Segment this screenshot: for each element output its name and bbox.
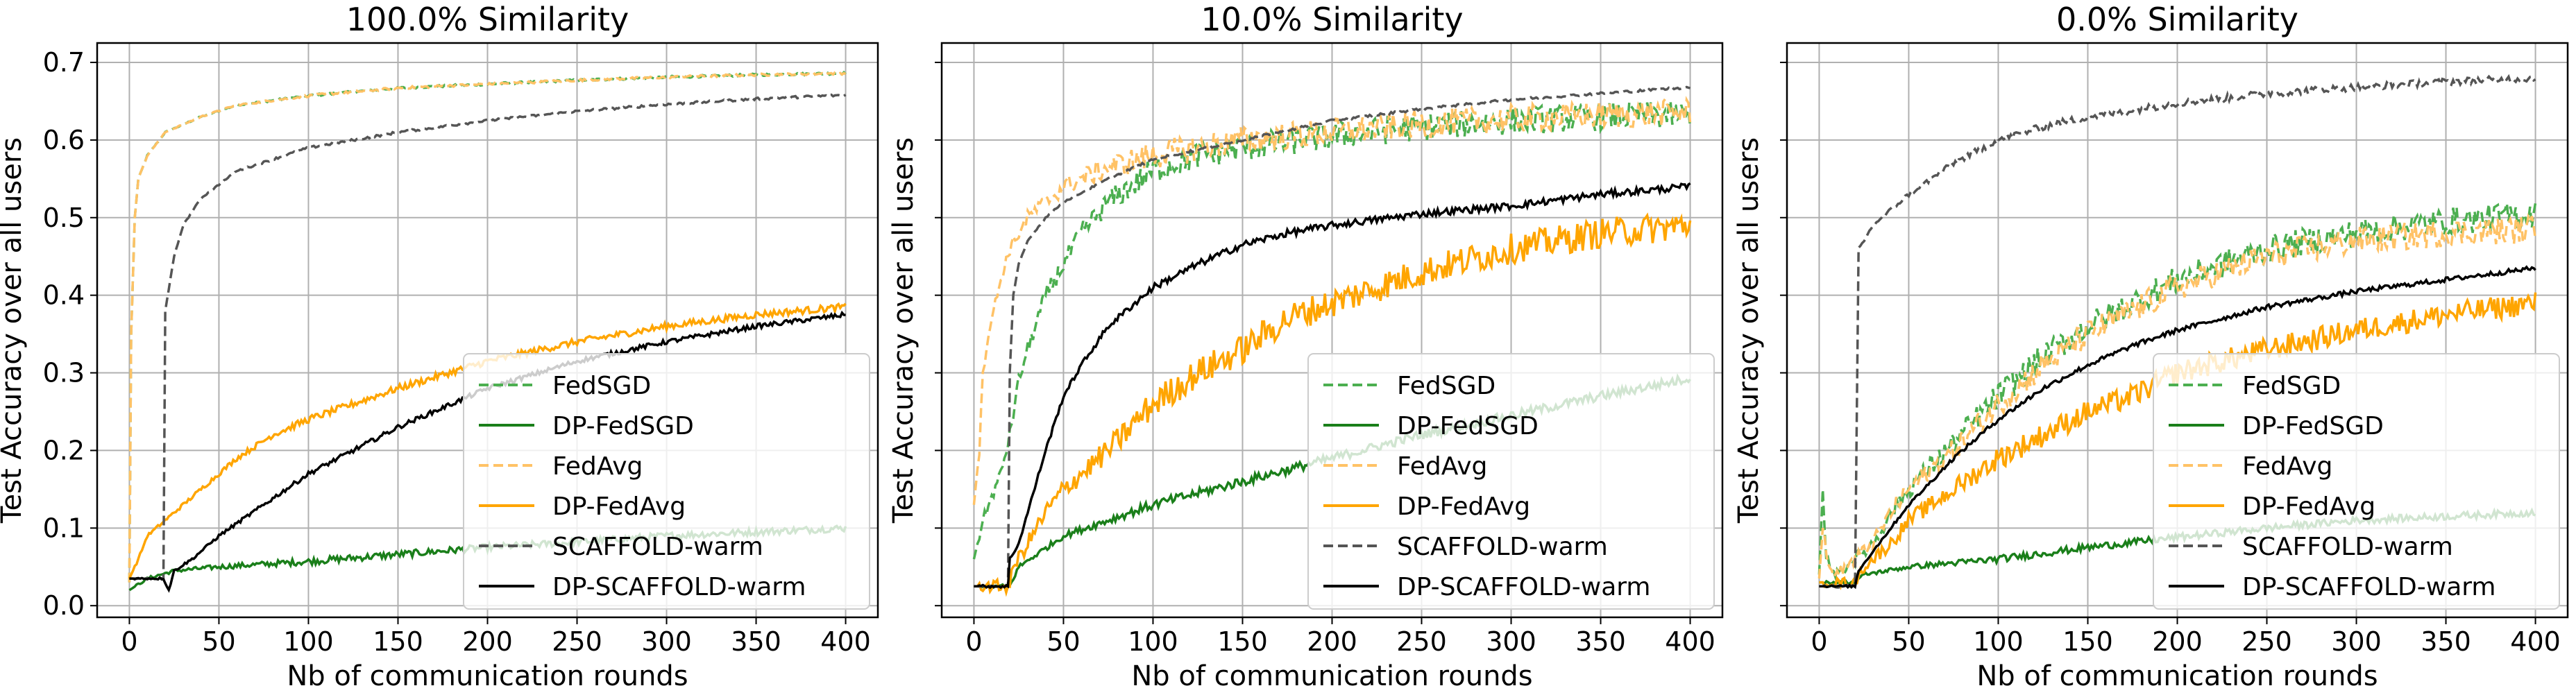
legend-label: DP-FedAvg — [2242, 492, 2375, 521]
y-tick-label: 0.6 — [43, 125, 85, 155]
y-tick-label: 0.5 — [43, 203, 85, 233]
x-tick-label: 350 — [2421, 626, 2471, 657]
x-tick-label: 350 — [1575, 626, 1626, 657]
series-line-dp-scaffold-warm — [974, 182, 1691, 590]
legend-box — [2153, 353, 2560, 610]
x-tick-label: 150 — [2062, 626, 2113, 657]
legend-label: FedSGD — [2242, 372, 2341, 400]
y-tick-label: 0.3 — [43, 358, 85, 388]
x-tick-label: 200 — [1307, 626, 1357, 657]
x-tick-label: 100 — [283, 626, 334, 657]
legend-label: FedAvg — [2242, 452, 2332, 481]
series-line-scaffold-warm — [129, 93, 847, 581]
x-tick-label: 400 — [2510, 626, 2561, 657]
legend-label: DP-FedSGD — [552, 412, 694, 440]
panel-title: 0.0% Similarity — [2056, 1, 2298, 38]
legend: FedSGD DP-FedSGD FedAvg DP-FedAvg SCAFFOLD-w… — [2153, 353, 2560, 610]
x-tick-label: 400 — [820, 626, 871, 657]
legend-label: FedAvg — [1397, 452, 1487, 481]
series-line-scaffold-warm — [974, 85, 1690, 588]
chart-panel-3: 0 50 100 150 200 250 300 350 400 0.0% Similarity N… — [1733, 1, 2569, 692]
x-tick-label: 150 — [373, 626, 423, 657]
legend-label: SCAFFOLD-warm — [552, 533, 763, 561]
x-tick-label: 200 — [462, 626, 513, 657]
legend-box — [1307, 353, 1715, 610]
x-tick-label: 50 — [1892, 626, 1925, 657]
y-tick-label: 0.0 — [43, 590, 85, 621]
x-tick-label: 300 — [641, 626, 692, 657]
legend-label: FedSGD — [552, 372, 651, 400]
y-tick-label: 0.1 — [43, 513, 85, 543]
legend-label: DP-FedAvg — [552, 492, 686, 521]
chart-panel-2: 0 50 100 150 200 250 300 350 400 10.0% Similarity… — [888, 1, 1724, 692]
legend-label: SCAFFOLD-warm — [1397, 533, 1608, 561]
x-tick-label: 150 — [1217, 626, 1268, 657]
plot-frame — [96, 42, 879, 619]
x-tick-label: 100 — [1973, 626, 2024, 657]
y-tick-label: 0.7 — [43, 47, 85, 78]
legend-label: DP-SCAFFOLD-warm — [1397, 573, 1651, 601]
series-line-fedsgd — [1817, 203, 2537, 582]
series-line-fedavg — [128, 71, 847, 583]
x-tick-label: 0 — [1811, 626, 1827, 657]
x-tick-label: 300 — [2331, 626, 2382, 657]
x-tick-label: 100 — [1128, 626, 1178, 657]
y-axis-label: Test Accuracy over all users — [1733, 137, 1765, 524]
series-line-dp-scaffold-warm — [1819, 265, 2536, 590]
legend-label: FedAvg — [552, 452, 643, 481]
series-line-dp-fedavg — [974, 212, 1692, 597]
x-tick-label: 0 — [121, 626, 137, 657]
x-tick-label: 300 — [1486, 626, 1536, 657]
y-tick-label: 0.2 — [43, 435, 85, 465]
legend-label: FedSGD — [1397, 372, 1495, 400]
legend-label: DP-FedSGD — [2242, 412, 2384, 440]
y-axis-label: Test Accuracy over all users — [0, 137, 28, 524]
series-line-scaffold-warm — [1819, 74, 2536, 590]
x-axis-label: Nb of communication rounds — [1131, 660, 1532, 692]
x-tick-label: 0 — [965, 626, 982, 657]
x-tick-label: 200 — [2152, 626, 2203, 657]
series-line-fedavg — [1817, 212, 2537, 579]
legend: FedSGD DP-FedSGD FedAvg DP-FedAvg SCAFFOLD-w… — [1307, 353, 1715, 610]
x-tick-label: 250 — [552, 626, 602, 657]
series-line-fedsgd — [972, 96, 1692, 560]
panel-title: 100.0% Similarity — [346, 1, 629, 38]
plot-frame — [940, 42, 1724, 619]
legend-label: SCAFFOLD-warm — [2242, 533, 2453, 561]
legend: FedSGD DP-FedSGD FedAvg DP-FedAvg SCAFFOLD-w… — [463, 353, 870, 610]
series-line-fedavg — [972, 96, 1692, 505]
legend-label: DP-SCAFFOLD-warm — [2242, 573, 2496, 601]
chart-panel-1: 0 50 100 150 200 250 300 350 400 0.0 0.1 0.2 0.3 0.4 0… — [0, 1, 879, 692]
x-tick-label: 250 — [2242, 626, 2292, 657]
y-axis-label: Test Accuracy over all users — [888, 137, 920, 524]
x-axis-label: Nb of communication rounds — [1976, 660, 2378, 692]
legend-label: DP-FedAvg — [1397, 492, 1530, 521]
legend-box — [463, 353, 870, 610]
x-tick-label: 350 — [731, 626, 781, 657]
legend-label: DP-SCAFFOLD-warm — [552, 573, 806, 601]
legend-label: DP-FedSGD — [1397, 412, 1539, 440]
y-tick-label: 0.4 — [43, 280, 85, 311]
x-tick-label: 50 — [1046, 626, 1080, 657]
x-tick-label: 400 — [1665, 626, 1715, 657]
panel-title: 10.0% Similarity — [1201, 1, 1463, 38]
plot-frame — [1786, 42, 2569, 619]
x-tick-label: 50 — [202, 626, 235, 657]
x-tick-label: 250 — [1396, 626, 1447, 657]
x-axis-label: Nb of communication rounds — [287, 660, 688, 692]
